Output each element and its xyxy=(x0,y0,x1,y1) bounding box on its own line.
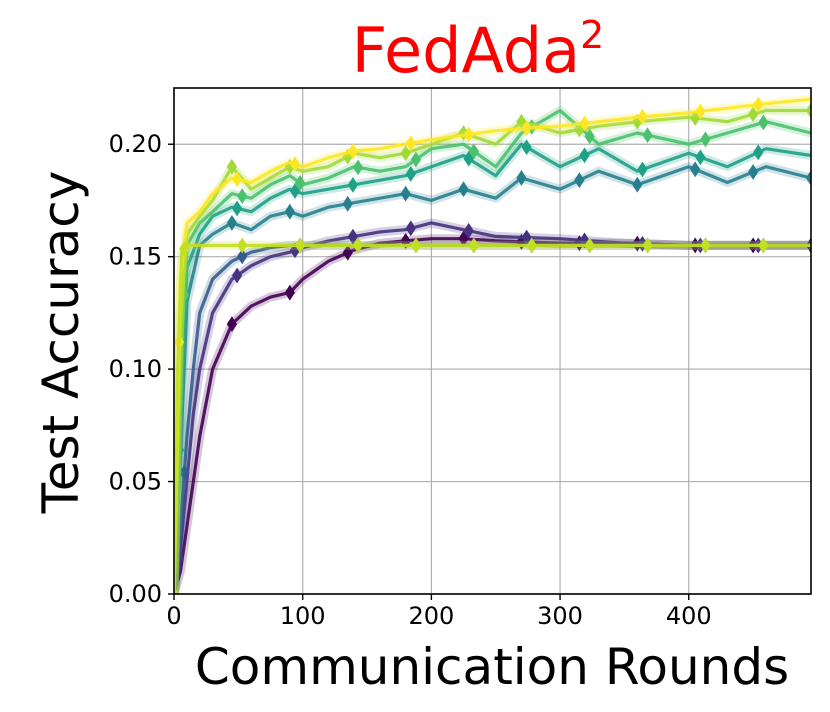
x-tick-label: 100 xyxy=(280,602,326,630)
series-marker xyxy=(642,127,653,144)
series-marker xyxy=(405,165,416,182)
x-axis-title: Communication Rounds xyxy=(195,638,789,696)
series-marker xyxy=(632,176,643,193)
series-marker xyxy=(347,228,358,245)
chart-title-superscript: 2 xyxy=(580,13,604,57)
series-marker xyxy=(237,188,248,205)
series-marker xyxy=(463,222,474,239)
series-line xyxy=(174,221,811,594)
series-marker xyxy=(753,96,764,113)
x-tick-label: 400 xyxy=(666,602,712,630)
series-marker xyxy=(516,170,527,186)
series-marker xyxy=(347,177,358,193)
series-marker xyxy=(352,159,364,176)
axis-ticks: 0 100 200 300 400 0.00 0.05 0.10 0.15 0.20 xyxy=(109,130,712,630)
series-marker xyxy=(758,237,769,254)
series-band xyxy=(174,106,811,594)
y-tick-label: 0.10 xyxy=(109,355,162,383)
series-line xyxy=(174,108,811,594)
series-marker xyxy=(642,237,653,254)
series-marker xyxy=(352,237,364,254)
chart-title: FedAda2 xyxy=(352,13,605,87)
series-marker xyxy=(521,120,532,137)
series-marker xyxy=(468,237,479,254)
series-marker xyxy=(521,139,532,156)
series-marker xyxy=(637,161,648,178)
series-marker xyxy=(405,220,416,237)
series-line xyxy=(174,237,811,594)
series-marker xyxy=(747,106,759,123)
x-tick-label: 200 xyxy=(408,602,454,630)
series-marker xyxy=(758,114,769,131)
series-marker xyxy=(237,237,248,254)
series-marker xyxy=(226,316,238,333)
series-marker xyxy=(690,161,701,178)
series-marker xyxy=(295,174,306,191)
series-marker xyxy=(289,156,301,172)
series-marker xyxy=(226,158,238,175)
series-marker xyxy=(237,248,248,265)
series-marker xyxy=(458,181,469,198)
series-marker xyxy=(179,240,190,257)
series-marker xyxy=(579,115,590,132)
series-marker xyxy=(347,143,358,160)
series-band xyxy=(174,234,811,594)
series-marker xyxy=(468,143,479,160)
series-marker xyxy=(410,151,422,168)
series-marker xyxy=(231,171,243,188)
series-band xyxy=(174,162,811,594)
series-marker xyxy=(295,237,306,254)
x-tick-label: 0 xyxy=(166,602,181,630)
series-marker xyxy=(700,131,711,148)
series-marker xyxy=(284,203,295,220)
series-marker xyxy=(805,102,811,119)
series-marker xyxy=(463,150,474,167)
series-marker xyxy=(231,267,243,284)
series-marker xyxy=(695,149,706,166)
series-line xyxy=(174,165,811,594)
series-marker xyxy=(405,135,416,152)
series-marker xyxy=(284,284,295,301)
y-axis-title: Test Accuracy xyxy=(32,171,90,515)
chart-title-text: FedAda xyxy=(352,14,580,87)
series-marker xyxy=(695,103,706,120)
series-marker xyxy=(747,164,759,180)
series-marker xyxy=(579,232,590,249)
y-tick-label: 0.05 xyxy=(109,468,162,496)
series-marker xyxy=(584,128,595,145)
series-lines xyxy=(174,94,811,594)
series-marker xyxy=(226,215,238,231)
series-marker xyxy=(584,237,595,254)
series-marker xyxy=(700,237,711,254)
series-marker xyxy=(753,144,764,161)
series-band xyxy=(174,218,811,594)
series-line xyxy=(174,97,811,594)
y-tick-label: 0.00 xyxy=(109,580,162,608)
plot-frame xyxy=(173,87,812,595)
series-marker xyxy=(637,108,648,125)
series-marker xyxy=(231,200,243,217)
series-marker xyxy=(342,244,353,261)
series-marker xyxy=(574,172,585,189)
series-marker xyxy=(579,147,590,164)
x-tick-label: 300 xyxy=(537,602,583,630)
series-marker xyxy=(526,237,537,254)
series-marker xyxy=(463,126,474,143)
series-marker xyxy=(342,195,353,212)
series-marker xyxy=(400,185,411,202)
y-tick-label: 0.15 xyxy=(109,243,162,271)
series-line xyxy=(174,142,811,594)
y-tick-label: 0.20 xyxy=(109,130,162,158)
series-marker xyxy=(805,170,811,186)
series-marker xyxy=(410,237,422,254)
series-marker xyxy=(289,183,301,199)
series-marker xyxy=(400,145,411,162)
